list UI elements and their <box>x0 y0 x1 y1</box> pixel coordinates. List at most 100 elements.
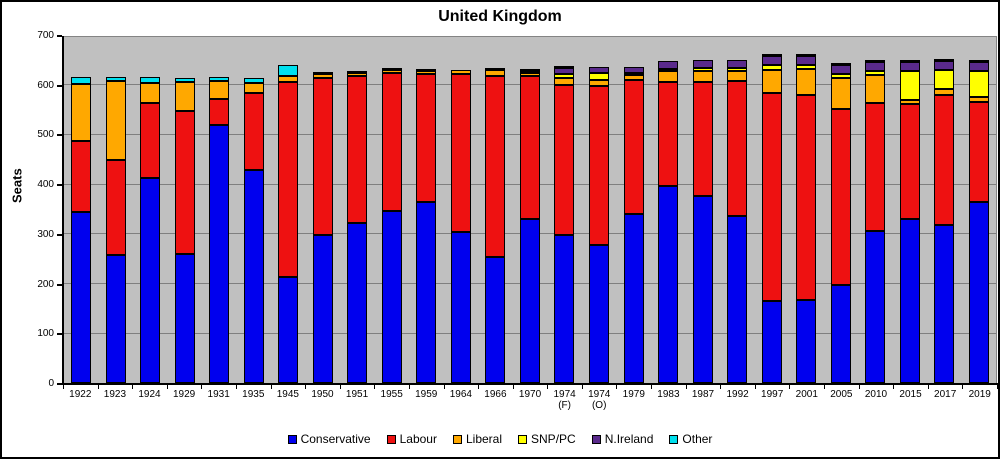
bar-slot-2019 <box>961 37 996 383</box>
bar-slot-1922 <box>64 37 99 383</box>
bar-segment-n-ireland-1997 <box>761 56 782 65</box>
y-tick-200 <box>57 283 62 286</box>
x-label-line: 2010 <box>864 389 888 400</box>
y-tick-label-100: 100 <box>37 328 54 340</box>
x-axis-labels: 1922 1923 1924 1929 1931 1935 1945 1950 1951 1955… <box>63 390 997 412</box>
bar-segment-n-ireland-1987 <box>692 60 713 68</box>
x-label-line: 2017 <box>934 389 957 400</box>
x-label-1964: 1964 <box>444 390 479 412</box>
bar-1974-f <box>554 66 575 383</box>
x-label-line: 1922 <box>69 389 92 400</box>
x-tick-26 <box>962 385 963 389</box>
bar-slot-1950 <box>306 37 341 383</box>
bar-1997 <box>761 54 782 383</box>
bar-segment-other-1935 <box>243 78 264 83</box>
bar-segment-labour-1955 <box>381 73 402 211</box>
bar-segment-snp-pc-1992 <box>727 68 748 71</box>
bar-segment-liberal-1987 <box>692 71 713 82</box>
x-label-line: 1951 <box>345 389 369 400</box>
bar-1931 <box>209 77 230 383</box>
bar-slot-1923 <box>99 37 134 383</box>
x-label-line: 1945 <box>276 389 299 400</box>
x-label-line: 1974 <box>553 389 576 400</box>
bar-segment-n-ireland-2010 <box>865 62 886 71</box>
bar-segment-liberal-1935 <box>243 83 264 93</box>
bar-1924 <box>140 77 161 383</box>
bar-2019 <box>968 60 989 383</box>
x-label-line: (O) <box>591 400 607 411</box>
bar-slot-1987 <box>685 37 720 383</box>
bar-slot-1974-o <box>582 37 617 383</box>
bar-segment-conservative-1950 <box>312 235 333 383</box>
legend-label-conservative: Conservative <box>300 432 371 446</box>
bar-segment-n-ireland-2001 <box>796 56 817 65</box>
bar-slot-1964 <box>444 37 479 383</box>
bar-segment-labour-2015 <box>899 104 920 219</box>
bar-1950 <box>312 72 333 383</box>
bar-segment-conservative-1964 <box>450 232 471 383</box>
bar-segment-other-1923 <box>105 77 126 81</box>
bar-segment-conservative-2017 <box>934 225 955 383</box>
x-label-line: 1979 <box>622 389 645 400</box>
bar-segment-n-ireland-1974-f <box>554 68 575 74</box>
x-label-line: 1955 <box>380 389 403 400</box>
bar-segment-snp-pc-2010 <box>865 71 886 75</box>
bar-slot-1929 <box>168 37 203 383</box>
bar-1929 <box>174 78 195 383</box>
bar-segment-labour-1923 <box>105 160 126 255</box>
bar-segment-liberal-2001 <box>796 69 817 95</box>
bar-segment-n-ireland-1992 <box>727 60 748 68</box>
x-tick-0 <box>63 385 64 389</box>
x-label-2005: 2005 <box>824 390 859 412</box>
bar-segment-conservative-1931 <box>209 125 230 383</box>
bar-segment-liberal-1922 <box>71 84 92 141</box>
y-tick-label-400: 400 <box>37 179 54 191</box>
x-label-1931: 1931 <box>201 390 236 412</box>
bar-segment-n-ireland-2019 <box>968 62 989 71</box>
x-label-line: 1929 <box>172 389 196 400</box>
y-tick-100 <box>57 333 62 336</box>
x-label-line: 1935 <box>242 389 265 400</box>
bar-segment-liberal-1974-f <box>554 78 575 85</box>
x-label-2017: 2017 <box>928 390 963 412</box>
bar-segment-liberal-1979 <box>623 75 644 80</box>
y-tick-0 <box>57 383 62 385</box>
bar-segment-other-1931 <box>209 77 230 81</box>
bar-slot-1979 <box>616 37 651 383</box>
bar-segment-labour-1974-f <box>554 85 575 235</box>
x-label-line: 1987 <box>691 389 715 400</box>
y-tick-label-0: 0 <box>48 378 54 389</box>
x-label-1951: 1951 <box>340 390 375 412</box>
bar-segment-labour-1979 <box>623 80 644 214</box>
bar-segment-liberal-1945 <box>278 76 299 82</box>
x-tick-3 <box>167 385 168 389</box>
bar-segment-labour-1945 <box>278 82 299 277</box>
bar-segment-liberal-1997 <box>761 70 782 93</box>
bar-segment-snp-pc-2015 <box>899 71 920 100</box>
x-tick-23 <box>859 385 860 389</box>
x-tick-12 <box>478 385 479 389</box>
bar-segment-labour-1983 <box>658 82 679 186</box>
x-tick-4 <box>201 385 202 389</box>
bar-segment-labour-2019 <box>968 102 989 202</box>
bar-1959 <box>416 69 437 383</box>
bar-2015 <box>899 60 920 383</box>
bar-segment-liberal-2015 <box>899 100 920 104</box>
bar-1922 <box>71 77 92 383</box>
bar-1955 <box>381 68 402 383</box>
x-label-1929: 1929 <box>167 390 202 412</box>
bar-segment-snp-pc-1974-o <box>588 73 609 80</box>
x-label-line: 1983 <box>657 389 680 400</box>
bar-2010 <box>865 60 886 383</box>
x-label-line: 1959 <box>415 389 438 400</box>
x-label-line: 1966 <box>484 389 507 400</box>
bar-segment-snp-pc-2001 <box>796 65 817 69</box>
bar-segment-conservative-1966 <box>485 257 506 383</box>
x-label-1979: 1979 <box>617 390 652 412</box>
x-tick-7 <box>305 385 306 389</box>
bar-segment-n-ireland-2017 <box>934 61 955 70</box>
bar-segment-snp-pc-1997 <box>761 65 782 70</box>
x-label-1955: 1955 <box>374 390 409 412</box>
bar-segment-labour-1964 <box>450 74 471 232</box>
bar-segment-snp-pc-2019 <box>968 71 989 97</box>
